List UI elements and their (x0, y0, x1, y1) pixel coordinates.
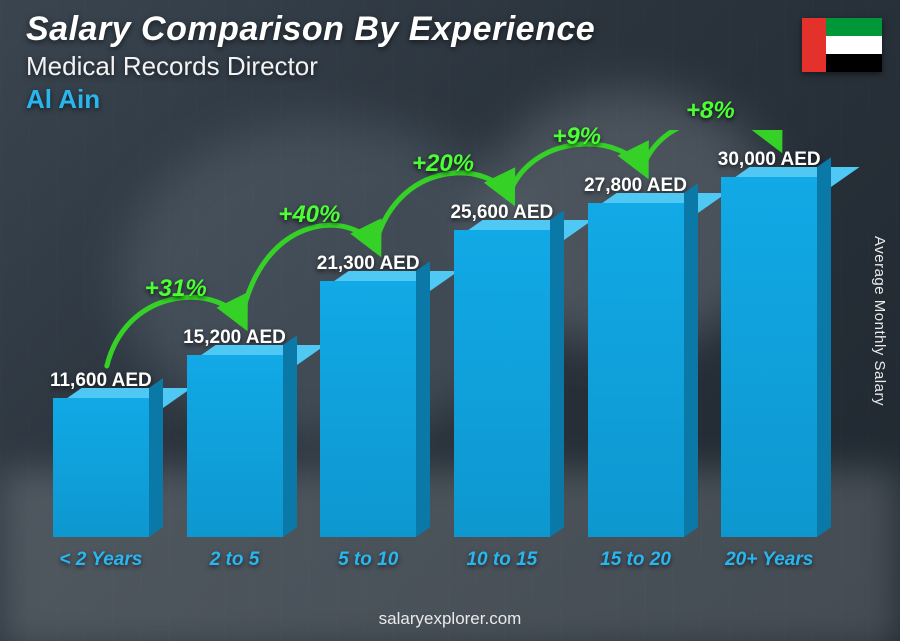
bar-column: 25,600 AED10 to 15 (441, 202, 563, 571)
y-axis-label: Average Monthly Salary (871, 0, 888, 641)
bar-side-face (416, 261, 430, 537)
bar-front-face (53, 398, 149, 537)
bar-side-face (283, 335, 297, 537)
delta-pct-label: +31% (145, 275, 207, 303)
bar-3d (588, 203, 684, 537)
bar-3d (721, 177, 817, 537)
bar-category-label: 2 to 5 (210, 549, 260, 571)
bar-category-label: 20+ Years (725, 549, 813, 571)
bar-3d (187, 355, 283, 537)
bar-column: 11,600 AED< 2 Years (40, 370, 162, 571)
bar-column: 30,000 AED20+ Years (708, 149, 830, 571)
bar-side-face (149, 378, 163, 537)
bar-3d (53, 398, 149, 537)
flag-uae (802, 18, 882, 72)
bar-front-face (588, 203, 684, 537)
bar-front-face (454, 230, 550, 537)
bar-category-label: 15 to 20 (600, 549, 671, 571)
page-subtitle: Medical Records Director (26, 51, 790, 82)
bar-front-face (320, 281, 416, 537)
bar-chart: 11,600 AED< 2 Years15,200 AED2 to 521,30… (40, 130, 830, 571)
bar-side-face (817, 157, 831, 537)
bar-column: 15,200 AED2 to 5 (174, 327, 296, 571)
delta-pct-label: +20% (412, 150, 474, 178)
delta-pct-label: +8% (686, 97, 735, 125)
page-title: Salary Comparison By Experience (26, 10, 790, 49)
bar-category-label: 10 to 15 (466, 549, 537, 571)
delta-pct-label: +40% (278, 201, 340, 229)
bar-front-face (721, 177, 817, 537)
y-axis-text: Average Monthly Salary (871, 236, 888, 406)
bar-front-face (187, 355, 283, 537)
bar-column: 21,300 AED5 to 10 (307, 253, 429, 571)
bar-column: 27,800 AED15 to 20 (575, 175, 697, 571)
bar-columns: 11,600 AED< 2 Years15,200 AED2 to 521,30… (40, 130, 830, 571)
bar-category-label: < 2 Years (59, 549, 142, 571)
infographic-stage: Salary Comparison By Experience Medical … (0, 0, 900, 641)
bar-3d (454, 230, 550, 537)
footer-credit: salaryexplorer.com (0, 609, 900, 629)
bar-category-label: 5 to 10 (338, 549, 398, 571)
bar-3d (320, 281, 416, 537)
header: Salary Comparison By Experience Medical … (26, 10, 790, 115)
page-location: Al Ain (26, 84, 790, 115)
bar-side-face (550, 210, 564, 537)
bar-side-face (684, 183, 698, 537)
delta-pct-label: +9% (552, 123, 601, 151)
flag-hoist (802, 18, 826, 72)
